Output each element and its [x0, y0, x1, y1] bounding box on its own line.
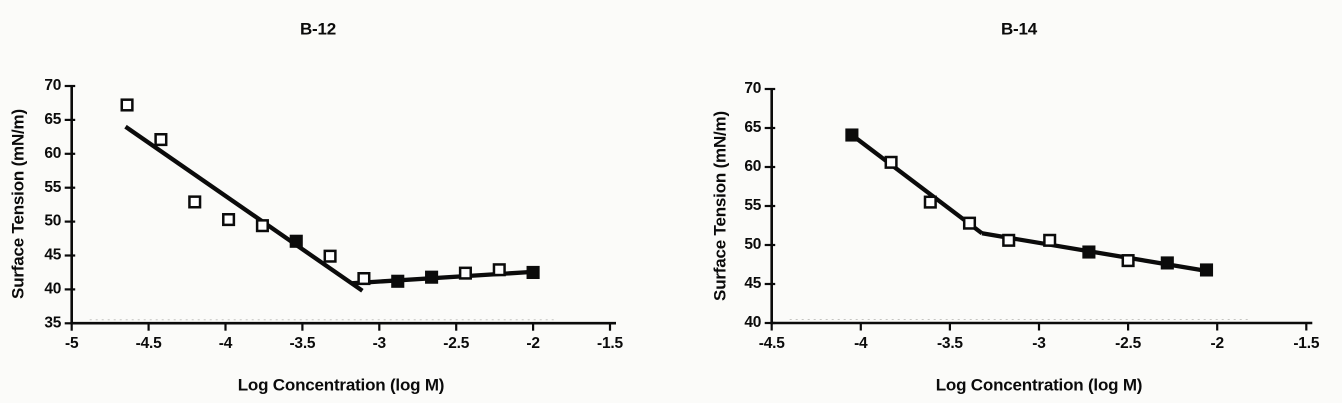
y-tick-label: 45 — [44, 247, 61, 264]
x-tick-label: -3.5 — [289, 335, 315, 352]
x-tick-label: -4 — [854, 335, 868, 352]
data-point-marker — [188, 195, 202, 209]
x-axis-title: Log Concentration (log M) — [936, 375, 1143, 394]
x-tick-label: -3 — [1032, 335, 1046, 352]
data-point-marker — [323, 249, 337, 263]
chart-title: B-14 — [1001, 19, 1038, 38]
data-point-marker — [1121, 254, 1135, 268]
y-tick-label: 35 — [44, 314, 61, 331]
x-tick-label: -1.5 — [1293, 335, 1319, 352]
data-point-marker — [962, 216, 977, 230]
y-axis-title: Surface Tension (mN/m) — [710, 111, 729, 301]
x-tick-label: -2.5 — [443, 335, 469, 352]
x-tick-label: -4 — [219, 335, 233, 352]
data-point-marker — [289, 234, 303, 248]
y-tick-label: 60 — [44, 145, 61, 162]
data-point-marker — [884, 155, 898, 169]
data-point-marker — [492, 263, 506, 277]
data-point-marker — [120, 98, 134, 112]
x-tick-label: -5 — [65, 335, 79, 352]
x-tick-label: -2 — [526, 335, 539, 352]
x-tick-label: -2.5 — [1115, 335, 1141, 352]
chart-b12: B-12 -5 -4.5 -4 -3.5 -3 -2.5 -2 -1.5 70 65 60 55 50 45… — [8, 19, 623, 394]
y-tick-label: 55 — [744, 197, 761, 214]
x-tick-label: -4.5 — [136, 335, 162, 352]
y-tick-label: 50 — [44, 213, 61, 230]
chart-title: B-12 — [300, 19, 336, 38]
data-point-marker — [526, 265, 540, 279]
y-axis-title: Surface Tension (mN/m) — [8, 109, 27, 299]
trend-line — [850, 133, 984, 236]
y-tick-label: 65 — [744, 119, 761, 136]
data-point-marker — [458, 266, 472, 280]
x-tick-label: -3.5 — [937, 335, 963, 352]
trend-line — [981, 231, 1211, 274]
data-point-marker — [154, 133, 168, 147]
data-point-marker — [255, 219, 269, 233]
data-point-marker — [357, 272, 371, 286]
data-point-marker — [1199, 263, 1214, 277]
x-tick-label: -2 — [1211, 335, 1224, 352]
y-tick-label: 70 — [744, 80, 761, 97]
y-tick-label: 50 — [744, 236, 761, 253]
data-point-marker — [391, 274, 405, 288]
y-tick-label: 40 — [44, 280, 61, 297]
y-tick-label: 60 — [744, 158, 761, 175]
data-point-marker — [845, 128, 859, 142]
data-point-marker — [1043, 233, 1057, 247]
data-point-marker — [1082, 245, 1096, 259]
y-tick-label: 40 — [744, 314, 761, 331]
data-point-marker — [425, 270, 439, 284]
trend-line — [351, 269, 535, 286]
y-tick-label: 70 — [44, 77, 61, 94]
x-tick-label: -1.5 — [597, 335, 623, 352]
trend-line — [124, 124, 364, 293]
x-tick-label: -4.5 — [759, 335, 785, 352]
data-point-marker — [1002, 233, 1016, 247]
data-point-marker — [923, 195, 937, 209]
x-axis-title: Log Concentration (log M) — [238, 375, 445, 394]
data-point-marker — [1160, 256, 1174, 270]
y-tick-label: 65 — [44, 111, 61, 128]
x-tick-label: -3 — [373, 335, 387, 352]
data-point-marker — [222, 213, 236, 227]
y-tick-label: 55 — [44, 179, 61, 196]
chart-b14: B-14 -4.5 -4 -3.5 -3 -2.5 -2 -1.5 70 65 60 55 50 45 40… — [710, 19, 1320, 394]
y-tick-label: 45 — [744, 275, 761, 292]
